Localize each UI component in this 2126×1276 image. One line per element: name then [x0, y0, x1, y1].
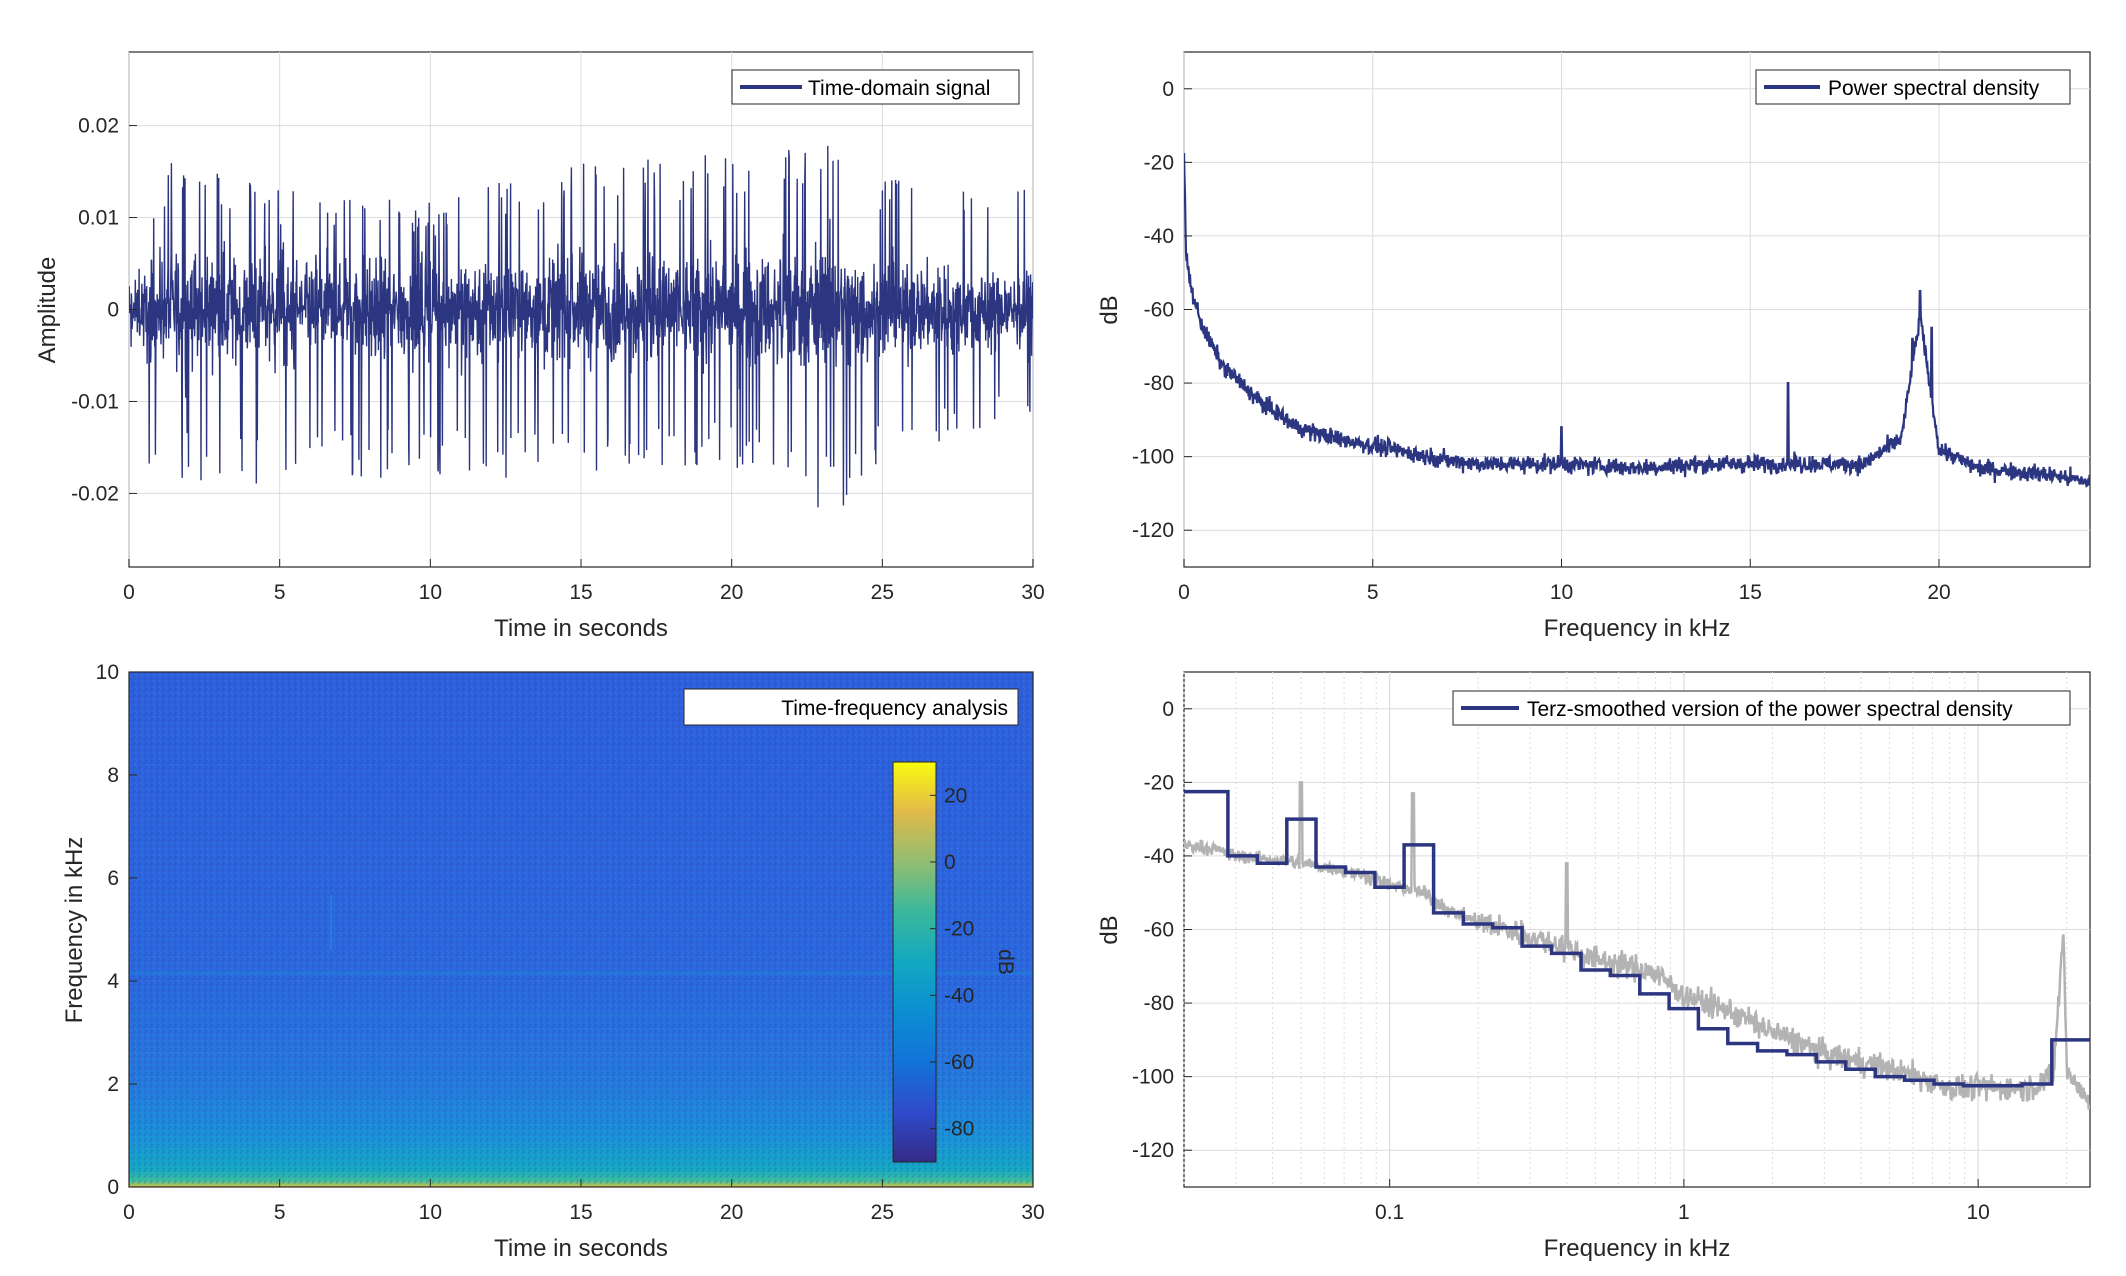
- time-xlabel: Time in seconds: [494, 615, 668, 642]
- terz-legend-box: [1452, 690, 2071, 726]
- time-ytick-label: 0.01: [78, 207, 119, 230]
- spectrogram-ytick-label: 2: [107, 1073, 119, 1096]
- time-ytick-label: -0.01: [71, 390, 119, 413]
- psd-xlabel: Frequency in kHz: [1544, 615, 1731, 642]
- spectrogram-panel: 0 5 10 15 20 25 30 0 2 4 6 8 10 Time in seconds Freq…: [61, 661, 1045, 1262]
- spectrogram-xlabel: Time in seconds: [494, 1235, 668, 1262]
- terz-panel: 0.1 1 10 -120 -100 -80 -60 -40 -20 0 Frequency in…: [1096, 671, 2091, 1262]
- psd-ytick-label: -100: [1132, 446, 1174, 469]
- terz-ytick-label: -40: [1144, 845, 1174, 868]
- colorbar-tick-label: -60: [944, 1051, 974, 1074]
- psd-xtick-label: 0: [1178, 581, 1190, 604]
- psd-xtick-label: 5: [1367, 581, 1379, 604]
- spectrogram-ticks: 0 5 10 15 20 25 30 0 2 4 6 8 10: [96, 661, 1045, 1224]
- colorbar-label: dB: [994, 949, 1017, 975]
- time-xtick-label: 10: [419, 581, 442, 604]
- psd-ytick-label: -120: [1132, 519, 1174, 542]
- psd-grid: [1183, 52, 2090, 567]
- time-xtick-label: 5: [274, 581, 286, 604]
- psd-legend-label: Power spectral density: [1828, 77, 2040, 100]
- psd-ytick-label: 0: [1162, 78, 1174, 101]
- spectrogram-xtick-label: 10: [419, 1201, 442, 1224]
- psd-ticks: 0 5 10 15 20 -120 -100 -80 -60 -40 -20 0: [1132, 78, 1951, 604]
- spectrogram-legend-label: Time-frequency analysis: [781, 697, 1008, 720]
- terz-xtick-label: 0.1: [1375, 1201, 1404, 1224]
- terz-legend-label: Terz-smoothed version of the power spect…: [1527, 698, 2013, 721]
- terz-ytick-label: -100: [1132, 1066, 1174, 1089]
- psd-xtick-label: 10: [1550, 581, 1573, 604]
- time-legend: Time-domain signal: [731, 69, 1020, 105]
- spectrogram-xtick-label: 15: [569, 1201, 592, 1224]
- time-xtick-label: 20: [720, 581, 743, 604]
- terz-ytick-label: 0: [1162, 698, 1174, 721]
- spectrogram-ylabel: Frequency in kHz: [61, 837, 88, 1024]
- time-panel: 0 5 10 15 20 25 30 -0.02 -0.01 0 0.01 0.02 Time in …: [34, 51, 1045, 642]
- spectrogram-xtick-label: 20: [720, 1201, 743, 1224]
- spectrogram-ytick-label: 4: [107, 970, 119, 993]
- time-ytick-label: 0: [107, 299, 119, 322]
- psd-xtick-label: 20: [1927, 581, 1950, 604]
- time-ylabel: Amplitude: [34, 257, 61, 364]
- psd-ytick-label: -60: [1144, 299, 1174, 322]
- psd-ylabel: dB: [1096, 295, 1123, 324]
- spectrogram-legend: Time-frequency analysis: [683, 688, 1019, 726]
- spectrogram-ytick-label: 8: [107, 764, 119, 787]
- colorbar-tick-label: -80: [944, 1118, 974, 1141]
- terz-grid: [1183, 672, 2090, 1187]
- colorbar-gradient: [892, 761, 937, 1163]
- time-ytick-label: 0.02: [78, 115, 119, 138]
- colorbar-tick-label: 0: [944, 851, 956, 874]
- psd-ytick-label: -20: [1144, 151, 1174, 174]
- time-ticks: 0 5 10 15 20 25 30 -0.02 -0.01 0 0.01 0.02: [71, 115, 1045, 604]
- colorbar-tick-label: 20: [944, 784, 967, 807]
- spectrogram-ytick-label: 10: [96, 661, 119, 684]
- psd-panel: 0 5 10 15 20 -120 -100 -80 -60 -40 -20 0 Frequency …: [1096, 51, 2091, 642]
- terz-xlabel: Frequency in kHz: [1544, 1235, 1731, 1262]
- terz-smoothed-path: [1184, 789, 2090, 1088]
- colorbar: -80 -60 -40 -20 0 20 dB: [892, 761, 1017, 1163]
- terz-ticks: 0.1 1 10 -120 -100 -80 -60 -40 -20 0: [1132, 698, 1990, 1224]
- terz-lines: [1184, 781, 2090, 1110]
- spectrogram-xtick-label: 0: [123, 1201, 135, 1224]
- time-legend-label: Time-domain signal: [808, 77, 990, 100]
- spectrogram-legend-box: [683, 688, 1019, 726]
- terz-ytick-label: -120: [1132, 1139, 1174, 1162]
- time-xtick-label: 30: [1021, 581, 1044, 604]
- terz-ytick-label: -60: [1144, 919, 1174, 942]
- colorbar-tick-label: -40: [944, 984, 974, 1007]
- spectrogram-ytick-label: 0: [107, 1176, 119, 1199]
- time-xtick-label: 0: [123, 581, 135, 604]
- spectrogram-noise: [129, 672, 1033, 1187]
- psd-ytick-label: -80: [1144, 372, 1174, 395]
- terz-ytick-label: -20: [1144, 771, 1174, 794]
- terz-xtick-label: 1: [1678, 1201, 1690, 1224]
- colorbar-ticks: -80 -60 -40 -20 0 20: [930, 784, 974, 1141]
- psd-line: [1184, 152, 2090, 488]
- terz-xtick-label: 10: [1966, 1201, 1989, 1224]
- psd-series-path: [1184, 152, 2090, 488]
- time-signal-line: [129, 145, 1033, 508]
- psd-ytick-label: -40: [1144, 225, 1174, 248]
- psd-xtick-label: 15: [1739, 581, 1762, 604]
- terz-ylabel: dB: [1096, 915, 1123, 944]
- time-series-path: [129, 145, 1033, 508]
- colorbar-tick-label: -20: [944, 918, 974, 941]
- spectrogram-xtick-label: 25: [871, 1201, 894, 1224]
- terz-legend: Terz-smoothed version of the power spect…: [1452, 690, 2071, 726]
- spectrogram-xtick-label: 30: [1021, 1201, 1044, 1224]
- psd-legend: Power spectral density: [1755, 69, 2071, 105]
- time-xtick-label: 25: [871, 581, 894, 604]
- spectrogram-ytick-label: 6: [107, 867, 119, 890]
- time-xtick-label: 15: [569, 581, 592, 604]
- terz-ytick-label: -80: [1144, 992, 1174, 1015]
- time-ytick-label: -0.02: [71, 482, 119, 505]
- spectrogram-xtick-label: 5: [274, 1201, 286, 1224]
